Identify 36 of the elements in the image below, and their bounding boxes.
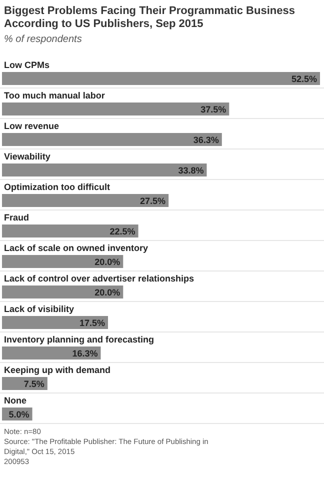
data-label: 22.5% xyxy=(110,226,136,236)
bar xyxy=(2,102,230,116)
data-label: 27.5% xyxy=(140,196,166,206)
y-tick-label: Inventory planning and forecasting xyxy=(4,334,154,344)
bar xyxy=(2,133,222,146)
y-tick-label: Too much manual labor xyxy=(4,90,106,100)
y-tick-label: Low CPMs xyxy=(4,60,50,70)
data-label: 20.0% xyxy=(94,257,120,267)
data-label: 7.5% xyxy=(24,379,44,389)
y-tick-label: Lack of control over advertiser relationships xyxy=(4,274,194,284)
data-label: 33.8% xyxy=(178,166,204,176)
bar xyxy=(2,194,169,207)
data-label: 16.3% xyxy=(72,348,98,358)
bar xyxy=(2,286,124,298)
bar xyxy=(2,316,108,329)
bar xyxy=(2,255,124,268)
bar xyxy=(2,224,138,238)
data-label: 20.0% xyxy=(94,288,120,298)
chart-subtitle: % of respondents xyxy=(4,34,82,45)
data-label: 17.5% xyxy=(79,318,105,328)
y-tick-label: Lack of visibility xyxy=(4,304,74,314)
y-tick-label: Lack of scale on owned inventory xyxy=(4,243,148,253)
y-tick-label: Fraud xyxy=(4,212,30,222)
y-tick-label: None xyxy=(4,396,26,406)
bar xyxy=(2,72,320,85)
data-label: 36.3% xyxy=(193,135,219,145)
bar xyxy=(2,346,101,360)
data-label: 52.5% xyxy=(291,74,317,84)
y-tick-label: Viewability xyxy=(4,152,50,162)
chart-title: Biggest Problems Facing Their Programmatic Business According to US Publishers, Sep 2015 xyxy=(4,5,295,30)
data-label: 37.5% xyxy=(200,104,226,114)
data-label: 5.0% xyxy=(8,410,30,420)
bar xyxy=(2,164,207,176)
y-tick-label: Keeping up with demand xyxy=(4,365,111,375)
y-tick-label: Optimization too difficult xyxy=(4,182,110,192)
y-tick-label: Low revenue xyxy=(4,121,60,131)
